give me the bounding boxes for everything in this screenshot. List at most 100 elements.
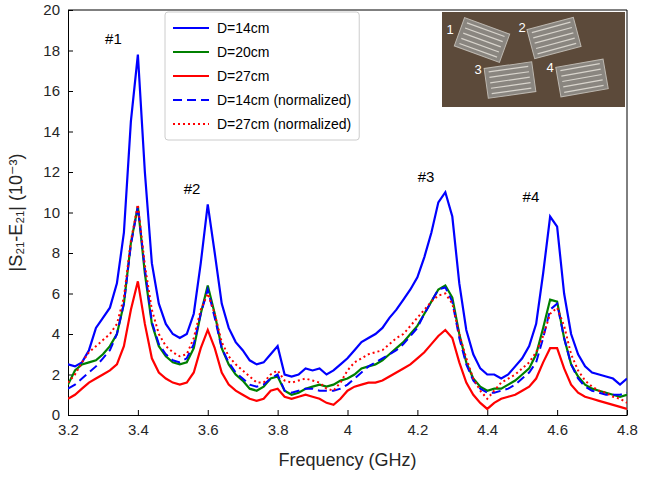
inset-photo	[442, 12, 625, 107]
y-axis-title: |S₂₁-E₂₁| (10⁻³)	[6, 154, 26, 272]
tick-mark	[68, 172, 73, 173]
tick-mark	[68, 213, 73, 214]
grating-line	[538, 43, 577, 53]
tick: 18	[43, 42, 73, 59]
legend-swatch	[173, 27, 209, 29]
tick-mark	[487, 410, 488, 415]
tick-label: 20	[43, 1, 60, 18]
tick-mark	[138, 410, 139, 415]
tick-label: 4.2	[407, 421, 428, 438]
tick-label: 3.2	[58, 421, 79, 438]
tick-label: 4.8	[617, 421, 638, 438]
grating-line	[467, 23, 505, 37]
grating-line	[536, 38, 575, 48]
grating-line	[532, 22, 571, 32]
tick: 6	[52, 285, 73, 302]
grating-line	[533, 28, 572, 38]
tick-label: 4	[344, 421, 352, 438]
tick-mark	[68, 91, 73, 92]
legend-label: D=14cm	[217, 20, 270, 36]
frame	[627, 10, 628, 415]
legend-swatch	[173, 99, 209, 101]
tick-mark	[557, 410, 558, 415]
tick-label: 10	[43, 204, 60, 221]
legend-label: D=14cm (normalized)	[217, 92, 351, 108]
tick: 3.8	[268, 410, 289, 438]
tick-mark	[68, 132, 73, 133]
legend-swatch	[173, 51, 209, 53]
tick-label: 2	[52, 366, 60, 383]
annotation: #2	[184, 180, 201, 197]
series-line	[68, 281, 627, 409]
inset-label: 1	[446, 22, 453, 37]
legend-label: D=27cm	[217, 68, 270, 84]
grating-line	[465, 28, 503, 42]
grating-line	[492, 88, 532, 94]
tick-mark	[68, 294, 73, 295]
annotation: #1	[105, 30, 122, 47]
inset-sample	[527, 17, 581, 58]
legend-swatch	[173, 123, 209, 125]
sample-plate	[454, 18, 509, 63]
tick: 3.6	[198, 410, 219, 438]
tick-label: 0	[52, 406, 60, 423]
tick: 14	[43, 123, 73, 140]
tick-label: 3.4	[128, 421, 149, 438]
tick-label: 3.6	[198, 421, 219, 438]
tick-label: 4.4	[477, 421, 498, 438]
grating-line	[535, 33, 574, 43]
legend-box	[165, 12, 359, 140]
tick-label: 6	[52, 285, 60, 302]
tick-mark	[68, 51, 73, 52]
plot: 3.23.43.63.844.24.44.64.8024681012141618…	[43, 1, 638, 437]
tick-label: 8	[52, 244, 60, 261]
tick-mark	[208, 410, 209, 415]
legend: D=14cmD=20cmD=27cmD=14cm (normalized)D=2…	[165, 12, 359, 140]
sample-plate	[556, 59, 608, 97]
inset-label: 3	[474, 62, 481, 77]
grating-line	[490, 77, 530, 83]
tick-mark	[348, 410, 349, 415]
grating-line	[491, 83, 531, 89]
tick-label: 4	[52, 325, 60, 342]
grating-line	[561, 69, 600, 76]
grating-line	[463, 33, 501, 47]
tick: 4.4	[477, 410, 498, 438]
tick-label: 14	[43, 123, 60, 140]
frame	[68, 10, 627, 11]
tick: 16	[43, 82, 73, 99]
annotation: #4	[523, 188, 540, 205]
series-line	[68, 206, 627, 394]
inset-label: 2	[518, 20, 525, 35]
tick-mark	[417, 410, 418, 415]
sample-plate	[484, 62, 536, 98]
grating-line	[489, 72, 529, 78]
annotation: #3	[418, 168, 435, 185]
tick: 4.6	[547, 410, 568, 438]
tick-label: 3.8	[268, 421, 289, 438]
tick-label: 4.6	[547, 421, 568, 438]
grating-line	[560, 64, 599, 71]
grating-line	[563, 80, 602, 87]
tick: 8	[52, 244, 73, 261]
tick-label: 16	[43, 82, 60, 99]
x-axis-title: Frequency (GHz)	[278, 450, 416, 470]
tick-label: 18	[43, 42, 60, 59]
inset-label: 4	[546, 60, 553, 75]
tick: 3.4	[128, 410, 149, 438]
legend-label: D=20cm	[217, 44, 270, 60]
grating-line	[564, 85, 603, 92]
grating-line	[459, 43, 497, 57]
tick-mark	[68, 334, 73, 335]
tick: 12	[43, 163, 73, 180]
axis-line	[69, 415, 628, 416]
tick-mark	[278, 410, 279, 415]
grating-line	[562, 75, 601, 82]
legend-swatch	[173, 75, 209, 77]
series-line	[68, 206, 627, 396]
lines	[68, 55, 627, 409]
grating-line	[489, 66, 529, 72]
tick-mark	[68, 415, 73, 416]
tick-label: 12	[43, 163, 60, 180]
chart: 3.23.43.63.844.24.44.64.8024681012141618…	[0, 0, 662, 478]
